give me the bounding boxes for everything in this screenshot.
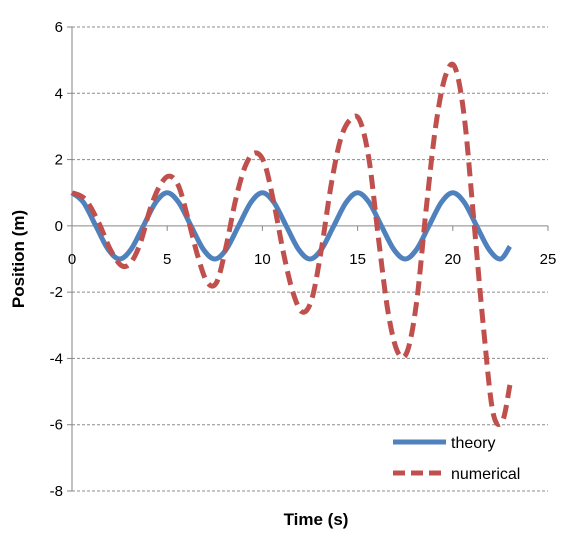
y-axis-title: Position (m) [9, 210, 28, 308]
y-tick-label: 4 [55, 85, 63, 102]
x-tick-label: 10 [254, 251, 271, 268]
x-tick-label: 20 [444, 251, 461, 268]
x-tick-label: 15 [349, 251, 366, 268]
y-tick-label: 0 [55, 218, 63, 235]
x-tick-label: 25 [540, 251, 557, 268]
y-tick-label: -6 [50, 417, 63, 434]
x-tick-label: 0 [68, 251, 76, 268]
y-tick-label: -8 [50, 483, 63, 500]
legend-label-numerical: numerical [451, 466, 520, 483]
legend-label-theory: theory [451, 435, 495, 452]
y-tick-label: 6 [55, 19, 63, 36]
y-tick-label: 2 [55, 152, 63, 169]
y-tick-label: -2 [50, 284, 63, 301]
series-line-numerical [70, 61, 513, 427]
legend: theory numerical [393, 435, 520, 483]
series-layer [70, 61, 513, 427]
x-tick-labels: 0 5 10 15 20 25 [68, 251, 557, 268]
y-tick-label: -4 [50, 350, 63, 367]
axes [71, 27, 549, 491]
y-tick-labels: 6 4 2 0 -2 -4 -6 -8 [50, 19, 63, 500]
series-line-theory [70, 190, 513, 262]
x-tick-label: 5 [163, 251, 171, 268]
gridlines [67, 26, 548, 492]
x-axis-title: Time (s) [284, 510, 349, 529]
